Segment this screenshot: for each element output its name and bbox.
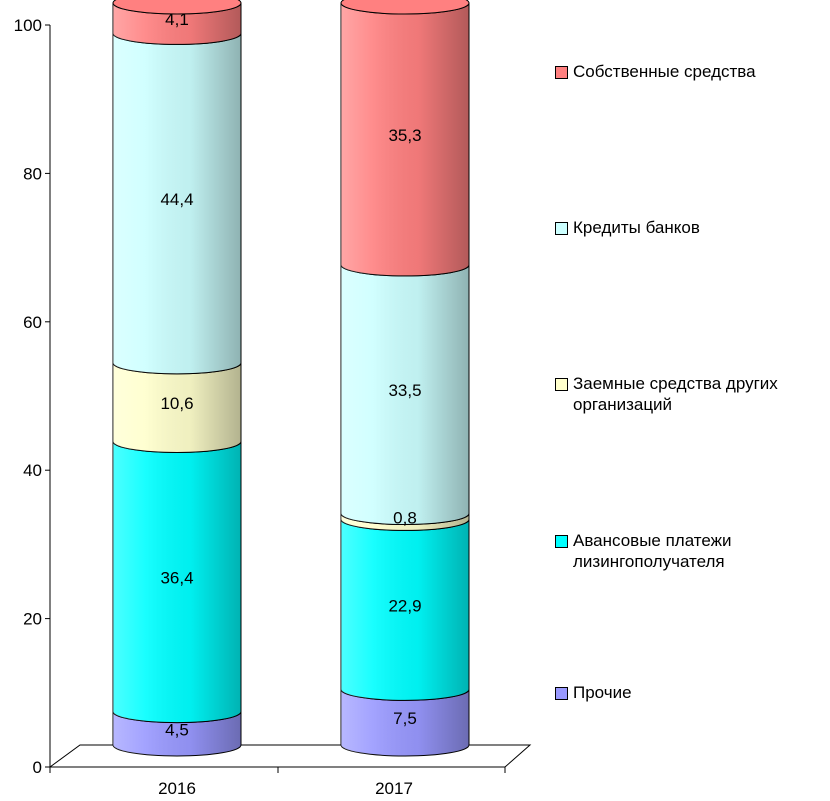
segment-shading [341,513,469,531]
cylinder-segment [340,519,470,701]
legend-swatch [555,222,568,235]
cylinder-segment [340,0,470,277]
legend-item-bank-loans: Кредиты банков [555,217,700,238]
data-label: 22,9 [388,596,421,615]
y-tick-label: 20 [23,610,42,629]
data-label: 10,6 [160,394,193,413]
cylinder-segment [112,362,242,454]
segment-shading [113,3,241,45]
data-label: 0,8 [393,508,417,527]
y-tick-label: 80 [23,164,42,183]
segment-shading [341,689,469,756]
segment-shading [341,264,469,525]
legend-swatch [555,378,568,391]
legend-label: Авансовые платежи лизингополучателя [573,531,732,571]
segment-shading [113,441,241,723]
legend-label: Собственные средства [573,62,756,81]
legend-item-advance-payments: Авансовые платежи лизингополучателя [555,530,732,572]
x-tick-label: 2017 [375,779,413,798]
data-label: 44,4 [160,190,193,209]
legend: Собственные средства Кредиты банков Заем… [555,0,830,801]
y-tick-label: 0 [33,758,42,777]
legend-swatch [555,66,568,79]
cylinder-segment [112,441,242,724]
legend-item-other: Прочие [555,682,632,703]
segment-shading [113,362,241,453]
legend-item-borrowed-funds: Заемные средства других организаций [555,373,778,415]
x-tick-label: 2016 [158,779,196,798]
legend-item-own-funds: Собственные средства [555,61,756,82]
bars [112,0,470,757]
data-label: 4,5 [165,720,189,739]
legend-swatch [555,687,568,700]
segment-shading [341,3,469,276]
legend-label: Заемные средства других организаций [573,374,778,414]
data-label: 36,4 [160,569,193,588]
data-label: 33,5 [388,381,421,400]
data-labels: 4,5 36,4 10,6 44,4 4,1 7,5 22,9 0,8 33,5 35,3 [160,10,421,739]
segment-shading [113,33,241,374]
y-tick-label: 40 [23,461,42,480]
data-label: 4,1 [165,10,189,29]
y-tick-label: 100 [14,16,42,35]
legend-label: Прочие [573,683,632,702]
axes: 0 20 40 60 80 100 2016 2017 [14,16,506,798]
segment-shading [341,519,469,701]
cylinder-top [112,0,242,15]
cylinder-top [340,0,470,15]
cylinder-segment [340,264,470,525]
cylinder-segment [112,33,242,375]
cylinder-segment [112,0,242,45]
data-label: 7,5 [393,709,417,728]
segment-shading [113,711,241,756]
cylinder-segment [340,689,470,757]
y-tick-label: 60 [23,313,42,332]
legend-label: Кредиты банков [573,218,700,237]
cylinder-segment [112,711,242,757]
legend-swatch [555,535,568,548]
data-label: 35,3 [388,126,421,145]
